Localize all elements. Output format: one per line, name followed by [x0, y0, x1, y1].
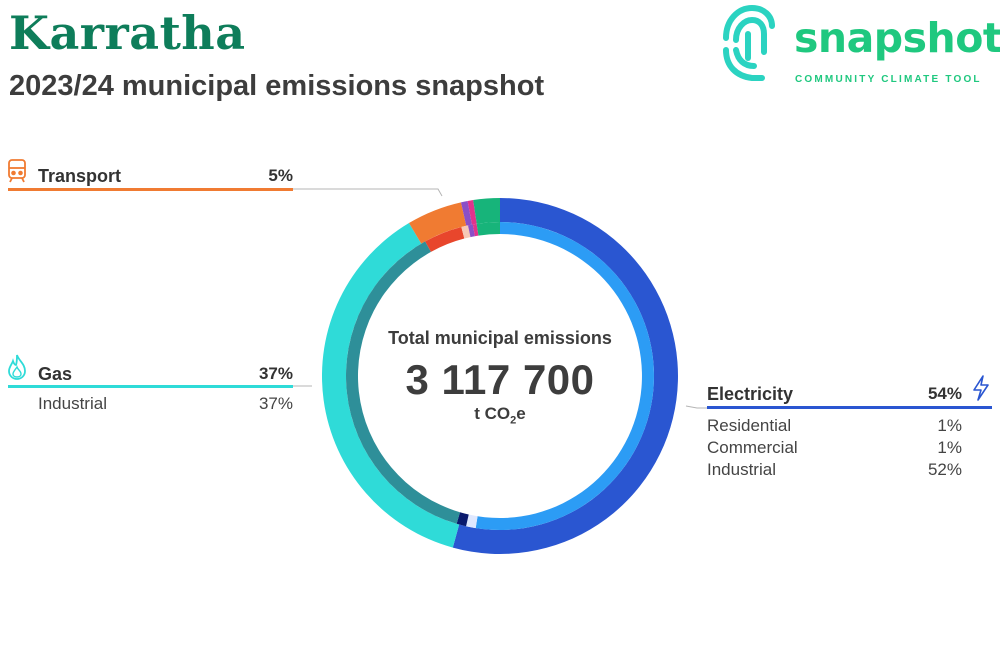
- electricity-row-commercial: Commercial 1%: [707, 438, 962, 460]
- unit-suffix: e: [516, 404, 526, 423]
- electricity-row-label: Industrial: [707, 460, 776, 479]
- electricity-rule: [707, 406, 992, 409]
- gas-group: Gas 37% Industrial 37%: [38, 360, 293, 420]
- logo-tagline: COMMUNITY CLIMATE TOOL: [795, 74, 982, 85]
- electricity-group: Electricity 54% Residential 1% Commercia…: [707, 380, 962, 490]
- inner-segment-5: [461, 225, 471, 239]
- flame-icon: [8, 354, 26, 380]
- inner-segment-transport: [425, 226, 465, 252]
- unit-prefix: t CO: [474, 404, 511, 423]
- unit-subscript: 2: [510, 414, 517, 427]
- outer-segment-5: [473, 198, 500, 224]
- outer-segment-transport: [408, 202, 467, 244]
- snapshot-logo: snapshot COMMUNITY CLIMATE TOOL: [714, 0, 1000, 90]
- train-icon: [8, 159, 26, 183]
- logo-wordmark: snapshot: [794, 14, 1000, 62]
- gas-row-value: 37%: [258, 394, 293, 413]
- transport-label: Transport: [38, 166, 122, 186]
- gas-percent: 37%: [258, 364, 293, 383]
- inner-segment-8: [476, 222, 500, 236]
- total-value: 3 117 700: [405, 356, 595, 403]
- outer-segment-3: [460, 200, 472, 226]
- fingerprint-logo-icon: [723, 4, 775, 81]
- inner-segment-7: [472, 223, 479, 237]
- gas-row-industrial: Industrial 37%: [38, 394, 293, 416]
- transport-rule: [8, 188, 293, 191]
- lightning-icon: [973, 375, 989, 401]
- inner-segment-electricity-commercial: [466, 514, 478, 529]
- total-unit: t CO2e: [380, 404, 620, 426]
- outer-segment-gas: [321, 223, 460, 548]
- electricity-row-industrial: Industrial 52%: [707, 460, 962, 482]
- inner-segment-gas-industrial: [346, 241, 460, 524]
- electricity-row-label: Commercial: [707, 438, 798, 457]
- total-label: Total municipal emissions: [388, 328, 612, 348]
- gas-rule: [8, 385, 293, 388]
- inner-segment-electricity-residential: [456, 512, 469, 527]
- outer-segment-4: [467, 200, 477, 225]
- electricity-row-value: 52%: [927, 460, 962, 479]
- transport-percent: 5%: [268, 166, 293, 185]
- electricity-percent: 54%: [927, 384, 962, 403]
- electricity-label: Electricity: [707, 384, 794, 404]
- page-subtitle: 2023/24 municipal emissions snapshot: [9, 70, 545, 102]
- gas-row-label: Industrial: [38, 394, 107, 413]
- inner-segment-6: [467, 224, 475, 238]
- page-title: Karratha: [9, 6, 246, 60]
- outer-ring: [321, 198, 678, 554]
- inner-ring: [346, 222, 654, 530]
- electricity-row-residential: Residential 1%: [707, 416, 962, 438]
- transport-group: Transport 5%: [38, 162, 293, 202]
- electricity-row-label: Residential: [707, 416, 792, 435]
- electricity-leader-line: [685, 405, 707, 409]
- electricity-row-value: 1%: [937, 416, 962, 435]
- electricity-row-value: 1%: [937, 438, 962, 457]
- gas-label: Gas: [38, 364, 73, 384]
